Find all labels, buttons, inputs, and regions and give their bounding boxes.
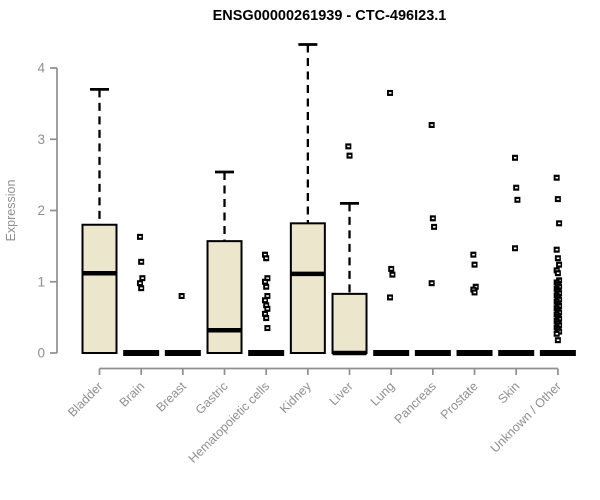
outlier-point xyxy=(261,251,268,258)
box-rect xyxy=(206,240,243,354)
outlier-point xyxy=(264,305,271,312)
outlier-point xyxy=(554,270,561,277)
outlier-point xyxy=(554,337,561,344)
outlier-point xyxy=(428,122,435,128)
box-rect xyxy=(289,222,326,354)
zero-bar xyxy=(248,350,285,356)
outlier-point xyxy=(556,261,563,268)
x-category-label: Kidney xyxy=(277,379,314,416)
boxplot-pancreas xyxy=(414,122,451,356)
x-category-label: Prostate xyxy=(438,379,481,422)
outlier-point xyxy=(263,283,270,290)
boxplot-hematopoietic-cells xyxy=(248,251,285,356)
boxplot-brain xyxy=(123,233,160,356)
outlier-point xyxy=(261,297,268,304)
outlier-point xyxy=(556,220,563,227)
outlier-point xyxy=(263,302,270,309)
y-tick-label: 1 xyxy=(37,274,45,289)
outlier-point xyxy=(512,154,518,161)
zero-bar xyxy=(373,350,410,356)
zero-bar xyxy=(498,350,535,356)
y-tick-label: 3 xyxy=(37,132,45,147)
outlier-point xyxy=(470,251,477,258)
outlier-point xyxy=(388,265,395,272)
outlier-point xyxy=(553,246,560,253)
outlier-point xyxy=(136,280,143,287)
outlier-point xyxy=(263,255,270,262)
outlier-point xyxy=(264,293,271,299)
x-category-label: Brain xyxy=(117,379,148,410)
outlier-point xyxy=(471,261,478,268)
outlier-point xyxy=(514,196,521,203)
x-category-label: Lung xyxy=(368,379,398,409)
x-category-label: Hematopoietic cells xyxy=(186,379,273,466)
chart-title: ENSG00000261939 - CTC-496I23.1 xyxy=(212,8,447,24)
outlier-point xyxy=(139,275,146,282)
outlier-point xyxy=(431,223,438,230)
outlier-point xyxy=(178,293,185,299)
x-category-label: Unknown / Other xyxy=(488,379,564,455)
x-category-label: Liver xyxy=(327,379,356,408)
outlier-point xyxy=(554,196,561,203)
zero-bar xyxy=(456,350,493,356)
boxplot-lung xyxy=(373,89,410,356)
outlier-point xyxy=(138,258,145,265)
x-category-label: Skin xyxy=(495,379,522,406)
zero-bar xyxy=(164,350,201,356)
outlier-point xyxy=(389,271,396,278)
outlier-point xyxy=(346,152,353,159)
outlier-point xyxy=(471,289,478,296)
box-rect xyxy=(81,223,118,354)
outlier-point xyxy=(429,215,436,222)
boxplot-bladder xyxy=(81,87,118,354)
outlier-point xyxy=(513,184,520,191)
boxplot-skin xyxy=(498,154,535,356)
y-tick-label: 4 xyxy=(37,61,45,76)
outlier-point xyxy=(261,278,268,285)
y-tick-label: 0 xyxy=(37,346,45,361)
x-category-label: Pancreas xyxy=(392,379,439,426)
boxplot-breast xyxy=(164,293,201,356)
zero-bar xyxy=(414,350,451,356)
outlier-point xyxy=(261,310,268,317)
outlier-point xyxy=(386,294,393,301)
outlier-point xyxy=(386,89,393,96)
outlier-point xyxy=(553,174,560,181)
zero-bar xyxy=(123,350,160,356)
boxplot-kidney xyxy=(289,43,326,354)
outlier-point xyxy=(138,285,145,292)
boxplot-liver xyxy=(331,143,368,356)
box-rect xyxy=(331,292,368,354)
y-tick-label: 2 xyxy=(37,203,45,218)
x-category-label: Breast xyxy=(154,379,190,415)
outlier-point xyxy=(264,325,271,332)
outlier-point xyxy=(554,255,561,262)
x-category-label: Gastric xyxy=(193,379,231,417)
outlier-point xyxy=(512,245,518,252)
boxplot-unknown-other xyxy=(539,174,576,356)
outlier-point xyxy=(553,330,560,337)
x-category-label: Bladder xyxy=(65,379,105,419)
boxplot-gastric xyxy=(206,170,243,354)
outlier-point xyxy=(264,275,271,282)
outlier-point xyxy=(428,280,435,287)
outlier-point xyxy=(345,143,352,150)
y-axis-title: Expression xyxy=(4,180,18,242)
outlier-point xyxy=(263,315,270,322)
outlier-point xyxy=(136,233,143,240)
boxplot-prostate xyxy=(456,251,493,356)
zero-bar xyxy=(539,350,576,356)
